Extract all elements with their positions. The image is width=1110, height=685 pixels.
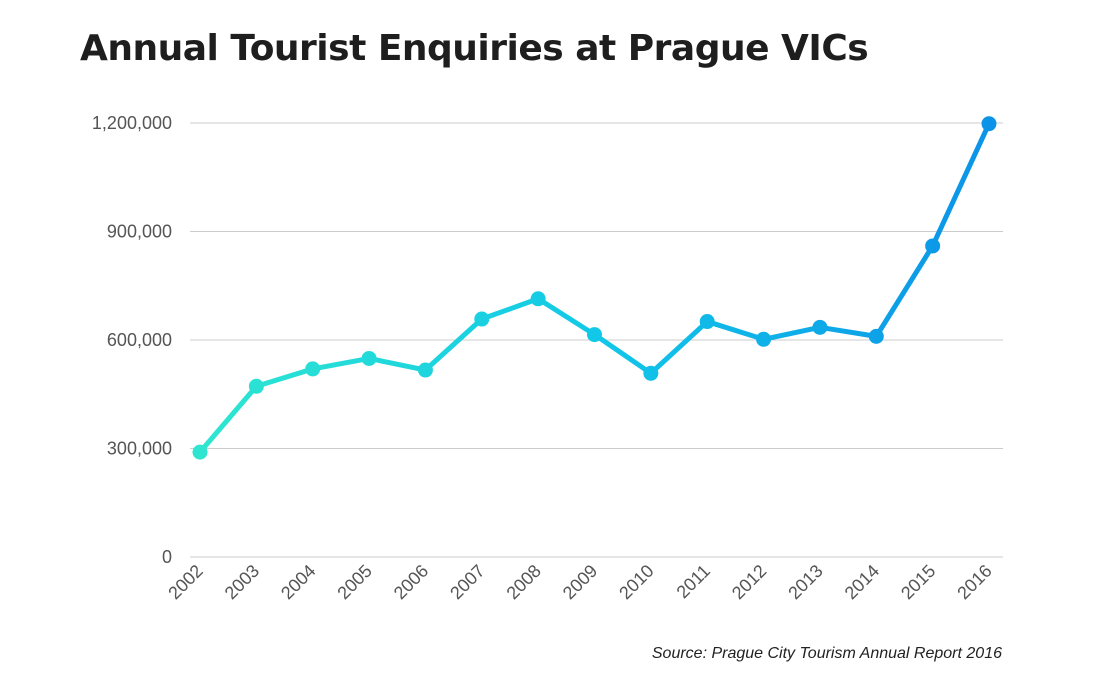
y-tick-label: 1,200,000 <box>92 113 172 133</box>
data-point <box>417 362 433 378</box>
series-enquiries <box>192 116 997 460</box>
y-tick-label: 300,000 <box>107 439 172 459</box>
y-axis-tick-labels: 0 300,000 600,000 900,000 1,200,000 <box>92 113 172 567</box>
data-point <box>474 311 490 327</box>
y-tick-label: 900,000 <box>107 222 172 242</box>
data-point <box>756 331 772 347</box>
x-tick-label: 2016 <box>953 561 995 603</box>
data-point <box>248 378 264 394</box>
x-tick-label: 2013 <box>784 561 826 603</box>
x-tick-label: 2007 <box>446 561 488 603</box>
x-tick-label: 2002 <box>164 561 206 603</box>
x-tick-label: 2005 <box>333 561 375 603</box>
y-tick-label: 600,000 <box>107 330 172 350</box>
data-point <box>699 314 715 330</box>
data-point <box>812 319 828 335</box>
x-tick-label: 2014 <box>841 561 883 603</box>
x-tick-label: 2009 <box>559 561 601 603</box>
x-tick-label: 2004 <box>277 561 319 603</box>
y-tick-label: 0 <box>162 547 172 567</box>
data-point <box>925 238 941 254</box>
x-tick-label: 2015 <box>897 561 939 603</box>
data-point <box>361 350 377 366</box>
data-point <box>643 365 659 381</box>
chart-title: Annual Tourist Enquiries at Prague VICs <box>80 28 869 69</box>
source-note: Source: Prague City Tourism Annual Repor… <box>651 645 1002 662</box>
x-tick-label: 2011 <box>673 561 715 603</box>
series-line <box>197 121 992 455</box>
x-tick-label: 2008 <box>503 561 545 603</box>
x-tick-label: 2003 <box>221 561 263 603</box>
x-tick-label: 2010 <box>615 561 657 603</box>
data-point <box>587 327 602 343</box>
data-point <box>868 328 884 344</box>
x-tick-label: 2012 <box>728 561 770 603</box>
x-tick-label: 2006 <box>390 561 432 603</box>
data-point <box>530 291 546 307</box>
data-point <box>305 361 321 377</box>
data-point <box>192 444 208 460</box>
data-point <box>981 116 997 132</box>
x-axis-tick-labels: 2002 2003 2004 2005 2006 2007 2008 2009 2010 2011… <box>164 561 995 603</box>
